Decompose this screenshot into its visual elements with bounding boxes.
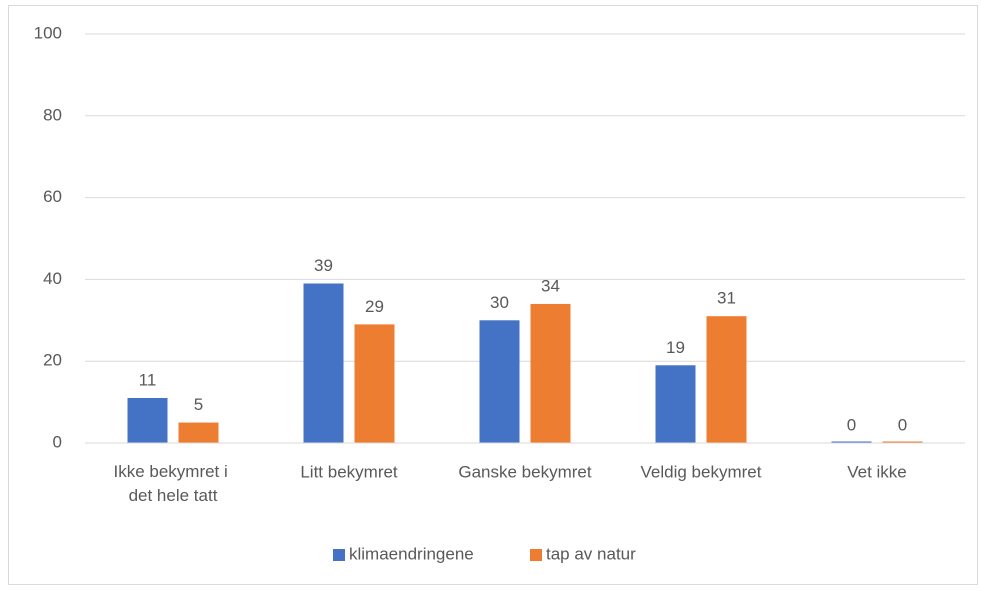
x-tick-label: Ikke bekymret i det hele tatt bbox=[113, 462, 232, 505]
data-label: 39 bbox=[314, 256, 333, 275]
bar bbox=[882, 441, 923, 443]
bar bbox=[479, 320, 520, 443]
bar bbox=[530, 303, 571, 443]
bar bbox=[655, 365, 696, 443]
bar bbox=[303, 283, 344, 443]
legend-swatch bbox=[530, 549, 542, 561]
bar bbox=[354, 324, 395, 443]
x-tick-label: Ganske bekymret bbox=[458, 462, 591, 481]
data-label: 30 bbox=[490, 293, 509, 312]
data-label: 34 bbox=[541, 276, 560, 295]
legend-label: klimaendringene bbox=[349, 544, 474, 563]
data-label: 29 bbox=[365, 297, 384, 316]
y-tick-label: 100 bbox=[34, 23, 62, 42]
data-label: 19 bbox=[666, 338, 685, 357]
bar bbox=[706, 316, 747, 443]
data-label: 11 bbox=[139, 370, 157, 389]
bar bbox=[178, 422, 219, 443]
x-tick-label: Litt bekymret bbox=[300, 462, 398, 481]
data-label: 5 bbox=[194, 395, 203, 414]
y-tick-label: 80 bbox=[43, 105, 62, 124]
y-tick-label: 60 bbox=[43, 187, 62, 206]
y-tick-label: 0 bbox=[53, 432, 62, 451]
x-tick-label: Veldig bekymret bbox=[641, 462, 762, 481]
data-label: 31 bbox=[717, 289, 736, 308]
chart-frame bbox=[8, 5, 978, 585]
data-label: 0 bbox=[847, 415, 856, 434]
legend-label: tap av natur bbox=[546, 544, 636, 563]
bar bbox=[127, 398, 168, 443]
x-tick-label: Vet ikke bbox=[847, 462, 907, 481]
y-tick-label: 20 bbox=[43, 351, 62, 370]
bar bbox=[831, 441, 872, 443]
legend-swatch bbox=[333, 549, 345, 561]
data-label: 0 bbox=[898, 415, 907, 434]
y-tick-label: 40 bbox=[43, 269, 62, 288]
